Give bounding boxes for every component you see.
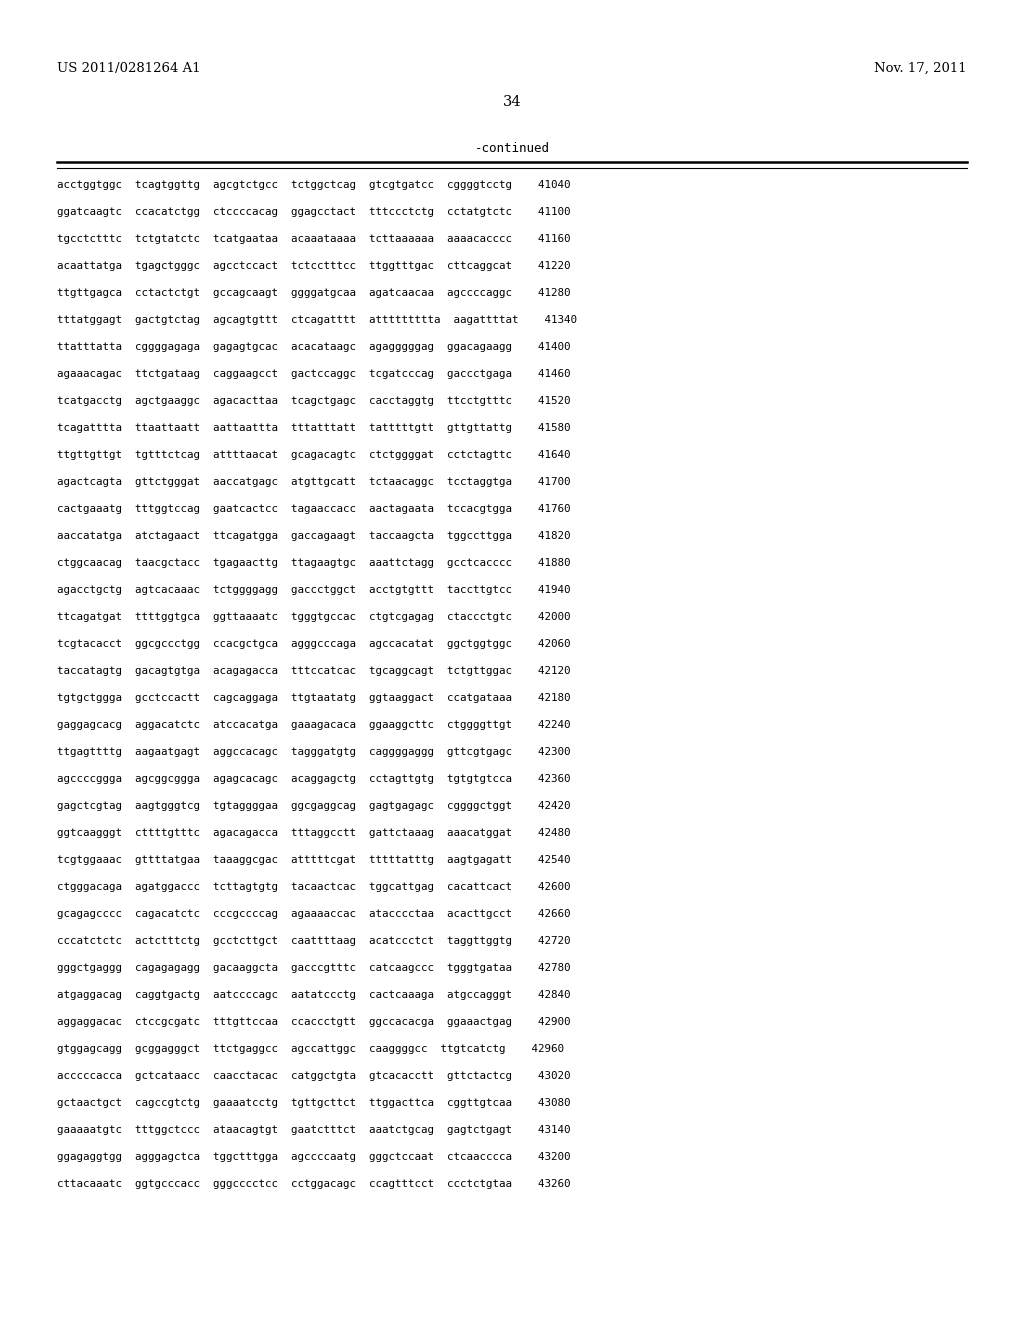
Text: ttgttgagca  cctactctgt  gccagcaagt  ggggatgcaa  agatcaacaa  agccccaggc    41280: ttgttgagca cctactctgt gccagcaagt ggggatg…: [57, 288, 570, 298]
Text: aggaggacac  ctccgcgatc  tttgttccaa  ccaccctgtt  ggccacacga  ggaaactgag    42900: aggaggacac ctccgcgatc tttgttccaa ccaccct…: [57, 1016, 570, 1027]
Text: agaaacagac  ttctgataag  caggaagcct  gactccaggc  tcgatcccag  gaccctgaga    41460: agaaacagac ttctgataag caggaagcct gactcca…: [57, 370, 570, 379]
Text: Nov. 17, 2011: Nov. 17, 2011: [874, 62, 967, 75]
Text: aaccatatga  atctagaact  ttcagatgga  gaccagaagt  taccaagcta  tggccttgga    41820: aaccatatga atctagaact ttcagatgga gaccaga…: [57, 531, 570, 541]
Text: ttgttgttgt  tgtttctcag  attttaacat  gcagacagtc  ctctggggat  cctctagttc    41640: ttgttgttgt tgtttctcag attttaacat gcagaca…: [57, 450, 570, 459]
Text: ggtcaagggt  cttttgtttc  agacagacca  tttaggcctt  gattctaaag  aaacatggat    42480: ggtcaagggt cttttgtttc agacagacca tttaggc…: [57, 828, 570, 838]
Text: agacctgctg  agtcacaaac  tctggggagg  gaccctggct  acctgtgttt  taccttgtcc    41940: agacctgctg agtcacaaac tctggggagg gaccctg…: [57, 585, 570, 595]
Text: taccatagtg  gacagtgtga  acagagacca  tttccatcac  tgcaggcagt  tctgttggac    42120: taccatagtg gacagtgtga acagagacca tttccat…: [57, 667, 570, 676]
Text: ttcagatgat  ttttggtgca  ggttaaaatc  tgggtgccac  ctgtcgagag  ctaccctgtc    42000: ttcagatgat ttttggtgca ggttaaaatc tgggtgc…: [57, 612, 570, 622]
Text: acaattatga  tgagctgggc  agcctccact  tctcctttcc  ttggtttgac  cttcaggcat    41220: acaattatga tgagctgggc agcctccact tctcctt…: [57, 261, 570, 271]
Text: ctggcaacag  taacgctacc  tgagaacttg  ttagaagtgc  aaattctagg  gcctcacccc    41880: ctggcaacag taacgctacc tgagaacttg ttagaag…: [57, 558, 570, 568]
Text: gcagagcccc  cagacatctc  cccgccccag  agaaaaccac  atacccctaa  acacttgcct    42660: gcagagcccc cagacatctc cccgccccag agaaaac…: [57, 909, 570, 919]
Text: agactcagta  gttctgggat  aaccatgagc  atgttgcatt  tctaacaggc  tcctaggtga    41700: agactcagta gttctgggat aaccatgagc atgttgc…: [57, 477, 570, 487]
Text: ttgagttttg  aagaatgagt  aggccacagc  tagggatgtg  caggggaggg  gttcgtgagc    42300: ttgagttttg aagaatgagt aggccacagc tagggat…: [57, 747, 570, 756]
Text: cactgaaatg  tttggtccag  gaatcactcc  tagaaccacc  aactagaata  tccacgtgga    41760: cactgaaatg tttggtccag gaatcactcc tagaacc…: [57, 504, 570, 513]
Text: ctgggacaga  agatggaccc  tcttagtgtg  tacaactcac  tggcattgag  cacattcact    42600: ctgggacaga agatggaccc tcttagtgtg tacaact…: [57, 882, 570, 892]
Text: tcatgacctg  agctgaaggc  agacacttaa  tcagctgagc  cacctaggtg  ttcctgtttc    41520: tcatgacctg agctgaaggc agacacttaa tcagctg…: [57, 396, 570, 407]
Text: tttatggagt  gactgtctag  agcagtgttt  ctcagatttt  attttttttta  aagattttat    41340: tttatggagt gactgtctag agcagtgttt ctcagat…: [57, 315, 577, 325]
Text: acctggtggc  tcagtggttg  agcgtctgcc  tctggctcag  gtcgtgatcc  cggggtcctg    41040: acctggtggc tcagtggttg agcgtctgcc tctggct…: [57, 180, 570, 190]
Text: atgaggacag  caggtgactg  aatccccagc  aatatccctg  cactcaaaga  atgccagggt    42840: atgaggacag caggtgactg aatccccagc aatatcc…: [57, 990, 570, 1001]
Text: tgcctctttc  tctgtatctc  tcatgaataa  acaaataaaa  tcttaaaaaa  aaaacacccc    41160: tgcctctttc tctgtatctc tcatgaataa acaaata…: [57, 234, 570, 244]
Text: US 2011/0281264 A1: US 2011/0281264 A1: [57, 62, 201, 75]
Text: -continued: -continued: [474, 143, 550, 154]
Text: gaaaaatgtc  tttggctccc  ataacagtgt  gaatctttct  aaatctgcag  gagtctgagt    43140: gaaaaatgtc tttggctccc ataacagtgt gaatctt…: [57, 1125, 570, 1135]
Text: tgtgctggga  gcctccactt  cagcaggaga  ttgtaatatg  ggtaaggact  ccatgataaa    42180: tgtgctggga gcctccactt cagcaggaga ttgtaat…: [57, 693, 570, 704]
Text: tcgtacacct  ggcgccctgg  ccacgctgca  agggcccaga  agccacatat  ggctggtggc    42060: tcgtacacct ggcgccctgg ccacgctgca agggccc…: [57, 639, 570, 649]
Text: acccccacca  gctcataacc  caacctacac  catggctgta  gtcacacctt  gttctactcg    43020: acccccacca gctcataacc caacctacac catggct…: [57, 1071, 570, 1081]
Text: gagctcgtag  aagtgggtcg  tgtaggggaa  ggcgaggcag  gagtgagagc  cggggctggt    42420: gagctcgtag aagtgggtcg tgtaggggaa ggcgagg…: [57, 801, 570, 810]
Text: agccccggga  agcggcggga  agagcacagc  acaggagctg  cctagttgtg  tgtgtgtcca    42360: agccccggga agcggcggga agagcacagc acaggag…: [57, 774, 570, 784]
Text: tcagatttta  ttaattaatt  aattaattta  tttatttatt  tatttttgtt  gttgttattg    41580: tcagatttta ttaattaatt aattaattta tttattt…: [57, 422, 570, 433]
Text: gaggagcacg  aggacatctc  atccacatga  gaaagacaca  ggaaggcttc  ctggggttgt    42240: gaggagcacg aggacatctc atccacatga gaaagac…: [57, 719, 570, 730]
Text: ggagaggtgg  agggagctca  tggctttgga  agccccaatg  gggctccaat  ctcaacccca    43200: ggagaggtgg agggagctca tggctttgga agcccca…: [57, 1152, 570, 1162]
Text: 34: 34: [503, 95, 521, 110]
Text: ttatttatta  cggggagaga  gagagtgcac  acacataagc  agagggggag  ggacagaagg    41400: ttatttatta cggggagaga gagagtgcac acacata…: [57, 342, 570, 352]
Text: gctaactgct  cagccgtctg  gaaaatcctg  tgttgcttct  ttggacttca  cggttgtcaa    43080: gctaactgct cagccgtctg gaaaatcctg tgttgct…: [57, 1098, 570, 1107]
Text: ggatcaagtc  ccacatctgg  ctccccacag  ggagcctact  tttccctctg  cctatgtctc    41100: ggatcaagtc ccacatctgg ctccccacag ggagcct…: [57, 207, 570, 216]
Text: gggctgaggg  cagagagagg  gacaaggcta  gacccgtttc  catcaagccc  tgggtgataa    42780: gggctgaggg cagagagagg gacaaggcta gacccgt…: [57, 964, 570, 973]
Text: gtggagcagg  gcggagggct  ttctgaggcc  agccattggc  caaggggcc  ttgtcatctg    42960: gtggagcagg gcggagggct ttctgaggcc agccatt…: [57, 1044, 564, 1053]
Text: cccatctctc  actctttctg  gcctcttgct  caattttaag  acatccctct  taggttggtg    42720: cccatctctc actctttctg gcctcttgct caatttt…: [57, 936, 570, 946]
Text: tcgtggaaac  gttttatgaa  taaaggcgac  atttttcgat  tttttatttg  aagtgagatt    42540: tcgtggaaac gttttatgaa taaaggcgac atttttc…: [57, 855, 570, 865]
Text: cttacaaatc  ggtgcccacc  gggcccctcc  cctggacagc  ccagtttcct  ccctctgtaa    43260: cttacaaatc ggtgcccacc gggcccctcc cctggac…: [57, 1179, 570, 1189]
